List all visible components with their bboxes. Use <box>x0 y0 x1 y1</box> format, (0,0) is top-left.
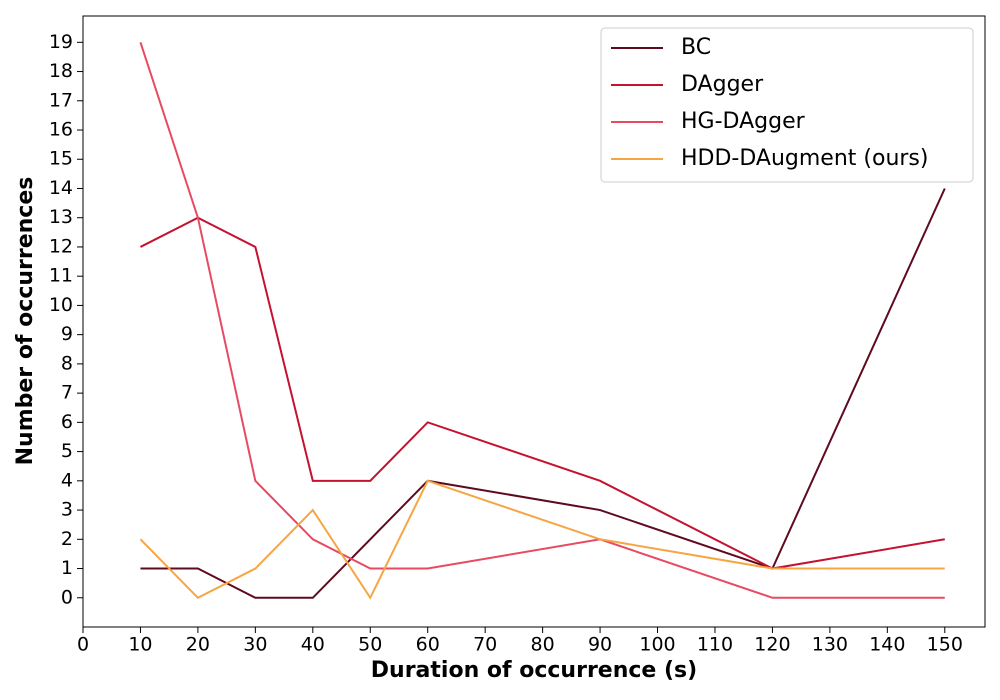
series-line <box>140 188 946 599</box>
x-tick-label: 120 <box>754 634 790 656</box>
plot-frame <box>82 15 986 628</box>
y-tick-label: 10 <box>49 294 73 316</box>
y-tick-label: 5 <box>61 440 73 462</box>
y-tick-label: 15 <box>49 148 73 170</box>
y-tick-label: 12 <box>49 235 73 257</box>
y-tick-label: 14 <box>49 177 73 199</box>
x-tick-label: 50 <box>358 634 382 656</box>
x-tick-label: 150 <box>927 634 963 656</box>
series-line <box>139 216 945 570</box>
y-tick-label: 19 <box>49 31 73 53</box>
x-tick-label: 100 <box>639 634 675 656</box>
x-tick-label: 60 <box>416 634 440 656</box>
y-tick-label: 0 <box>61 586 73 608</box>
x-tick-label: 20 <box>186 634 210 656</box>
x-axis-label: Duration of occurrence (s) <box>371 658 697 683</box>
y-tick-label: 8 <box>61 352 73 374</box>
y-tick-label: 7 <box>61 382 73 404</box>
y-tick-label: 17 <box>49 89 73 111</box>
series-line <box>139 479 945 600</box>
legend-label: HDD-DAugment (ours) <box>681 146 928 171</box>
y-tick-label: 16 <box>49 119 73 141</box>
x-tick-label: 40 <box>301 634 325 656</box>
y-tick-label: 9 <box>61 323 73 345</box>
series-line <box>139 41 945 599</box>
legend-label: HG-DAgger <box>681 109 806 134</box>
x-tick-label: 130 <box>812 634 848 656</box>
legend-box <box>600 27 974 183</box>
x-tick-label: 140 <box>869 634 905 656</box>
y-tick-label: 6 <box>61 411 73 433</box>
x-tick-label: 10 <box>128 634 152 656</box>
x-tick-label: 0 <box>77 634 89 656</box>
y-tick-label: 2 <box>61 528 73 550</box>
y-tick-label: 1 <box>61 557 73 579</box>
legend-label: BC <box>681 35 711 60</box>
y-tick-label: 11 <box>49 265 73 287</box>
y-axis-label: Number of occurrences <box>13 177 38 466</box>
x-tick-label: 30 <box>243 634 267 656</box>
x-tick-label: 90 <box>588 634 612 656</box>
y-tick-label: 3 <box>61 499 73 521</box>
y-tick-label: 13 <box>49 206 73 228</box>
x-tick-label: 80 <box>531 634 555 656</box>
x-tick-label: 70 <box>473 634 497 656</box>
y-tick-label: 4 <box>61 469 73 491</box>
legend-label: DAgger <box>681 72 764 97</box>
x-tick-label: 110 <box>697 634 733 656</box>
y-tick-label: 18 <box>49 60 73 82</box>
